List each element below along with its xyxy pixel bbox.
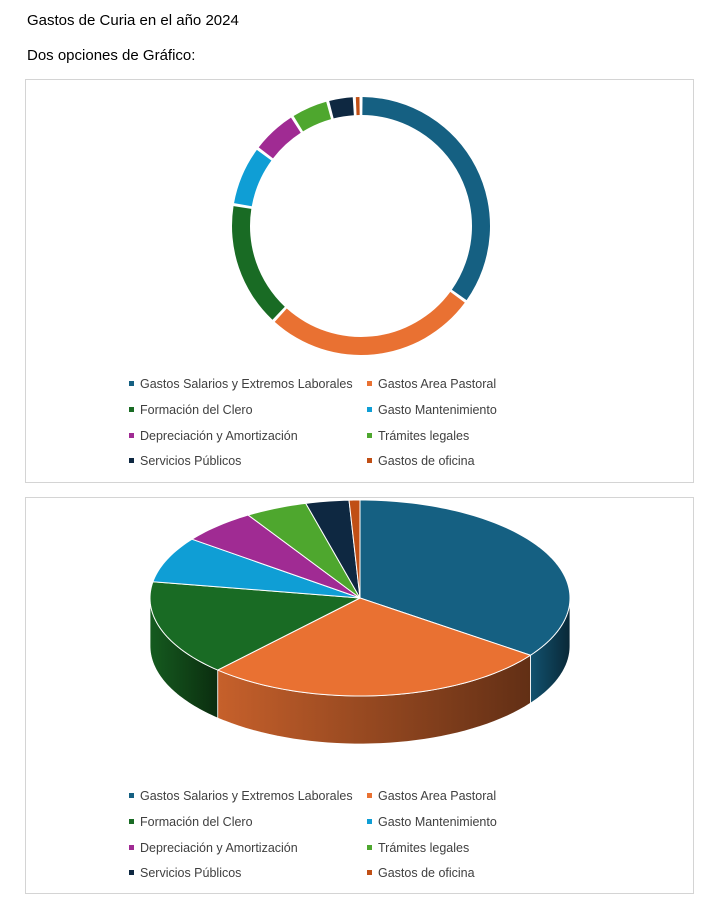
doughnut-chart-container[interactable]: Gastos Salarios y Extremos Laborales Gast… [25,79,694,483]
pie-slice-gastos-area-pastoral[interactable] [217,597,531,697]
pie-slice-formacion-del-clero[interactable] [149,581,361,671]
doughnut-segment-gastos-de-oficina[interactable] [355,97,360,116]
doughnut-segment-formacion-del-clero[interactable] [232,206,285,320]
doughnut-segment-gasto-mantenimiento[interactable] [234,149,272,207]
doughnut-segment-servicios-publicos[interactable] [329,97,354,119]
pie-slice-depreciacion-y-amortizacion[interactable] [191,514,361,599]
page-subtitle: Dos opciones de Gráfico: [27,47,196,64]
pie-slice-tramites-legales[interactable] [247,502,361,599]
doughnut-segment-depreciacion-y-amortizacion[interactable] [258,117,301,159]
doughnut-segment-tramites-legales[interactable] [293,101,332,132]
pie-slice-gastos-salarios-y-extremos-laborales[interactable] [359,499,571,656]
page-title: Gastos de Curia en el año 2024 [27,12,239,29]
doughnut-segment-gastos-salarios-y-extremos-laborales[interactable] [362,97,490,301]
pie-slice-gastos-de-oficina[interactable] [348,499,361,599]
doughnut-segment-gastos-area-pastoral[interactable] [274,291,465,355]
doughnut-chart [232,97,490,355]
pie-slice-servicios-publicos[interactable] [305,499,361,599]
pie-slice-gasto-mantenimiento[interactable] [152,538,361,599]
pie-3d-chart-container[interactable]: Gastos Salarios y Extremos Laborales Gast… [25,497,694,894]
pie-3d-chart [149,499,571,745]
